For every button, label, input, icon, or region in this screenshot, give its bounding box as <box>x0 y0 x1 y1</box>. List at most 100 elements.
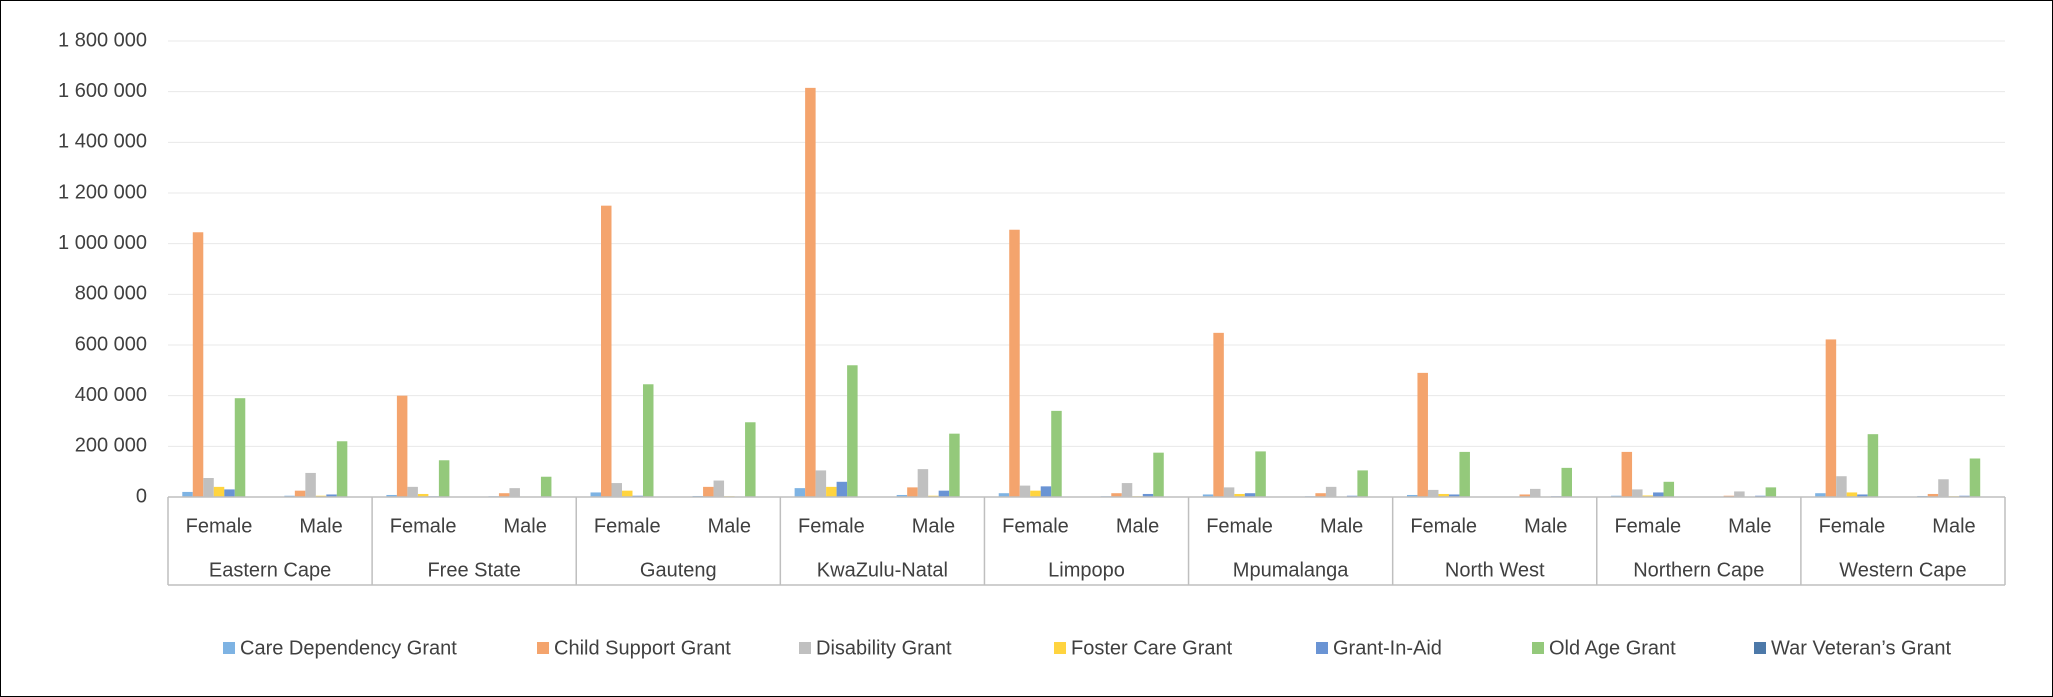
y-tick-label: 200 000 <box>75 435 147 457</box>
bar <box>1561 467 1572 497</box>
x-tick-label: Female <box>1002 515 1069 537</box>
x-tick-label: Female <box>798 515 865 537</box>
bar <box>1040 486 1052 497</box>
legend-swatch <box>799 642 811 654</box>
x-tick-label: Male <box>504 515 547 537</box>
x-tick-label: Male <box>1320 515 1363 537</box>
legend-swatch <box>1532 642 1544 654</box>
bar <box>805 87 816 497</box>
bar <box>224 489 235 497</box>
group-label: Mpumalanga <box>1233 559 1350 581</box>
legend-label: Care Dependency Grant <box>240 637 457 659</box>
bar <box>1846 492 1858 497</box>
x-tick-label: Female <box>1614 515 1681 537</box>
y-tick-label: 1 400 000 <box>58 131 147 153</box>
bar <box>417 493 429 497</box>
bar <box>1632 489 1643 497</box>
legend-label: Old Age Grant <box>1549 637 1676 659</box>
bar <box>1653 492 1664 497</box>
bar <box>1406 494 1418 497</box>
y-tick-label: 1 200 000 <box>58 181 147 203</box>
legend-label: Disability Grant <box>816 637 952 659</box>
bar <box>1867 434 1879 497</box>
x-tick-label: Male <box>1728 515 1771 537</box>
bar <box>305 472 316 497</box>
bar <box>1121 483 1133 497</box>
legend-label: Grant-In-Aid <box>1333 637 1442 659</box>
bar <box>192 232 204 497</box>
bar <box>1815 493 1826 497</box>
bar <box>386 494 397 497</box>
legend-swatch <box>1316 642 1328 654</box>
bar <box>1621 451 1633 497</box>
bar <box>438 460 450 497</box>
bar <box>1459 451 1470 497</box>
bar <box>949 433 960 497</box>
bar <box>1030 490 1041 497</box>
bar <box>815 470 827 497</box>
bar <box>1642 495 1654 497</box>
bar <box>590 492 602 497</box>
bar <box>1244 493 1256 497</box>
bar <box>326 494 337 497</box>
bar <box>1927 493 1939 497</box>
bar <box>1765 487 1777 497</box>
bar <box>1825 339 1837 497</box>
bar <box>1213 332 1224 497</box>
bar <box>1234 493 1245 497</box>
bar <box>907 487 918 497</box>
x-tick-label: Female <box>1206 515 1273 537</box>
bar <box>1836 476 1847 497</box>
y-tick-label: 1 000 000 <box>58 232 147 254</box>
bar <box>998 493 1010 497</box>
bar <box>1255 451 1266 497</box>
bar <box>836 481 848 497</box>
bar <box>601 205 612 497</box>
group-label: Free State <box>427 559 520 581</box>
legend-swatch <box>223 642 235 654</box>
group-label: KwaZulu-Natal <box>817 559 948 581</box>
bar <box>1325 486 1337 497</box>
bar <box>1519 494 1531 497</box>
x-tick-label: Male <box>299 515 342 537</box>
bar <box>1019 485 1031 497</box>
y-tick-label: 800 000 <box>75 283 147 305</box>
bar <box>213 486 225 497</box>
legend-label: War Veteran’s Grant <box>1771 637 1952 659</box>
group-label: Limpopo <box>1048 559 1125 581</box>
bar <box>917 469 929 497</box>
bar <box>203 478 214 497</box>
legend-swatch <box>1054 642 1066 654</box>
x-tick-label: Male <box>912 515 955 537</box>
bar <box>540 476 552 497</box>
bar <box>1969 458 1981 497</box>
bar <box>182 491 193 497</box>
x-tick-label: Male <box>1932 515 1975 537</box>
legend-label: Foster Care Grant <box>1071 637 1233 659</box>
x-tick-label: Female <box>186 515 253 537</box>
bar <box>407 486 418 497</box>
bar <box>509 488 520 497</box>
bar <box>1438 493 1449 497</box>
bar <box>396 395 408 497</box>
y-tick-label: 400 000 <box>75 384 147 406</box>
y-tick-label: 600 000 <box>75 333 147 355</box>
bar <box>294 490 306 497</box>
group-label: North West <box>1445 559 1545 581</box>
bar <box>713 480 725 497</box>
bar <box>1857 494 1868 497</box>
bar <box>1734 491 1745 497</box>
group-label: Eastern Cape <box>209 559 331 581</box>
bar <box>498 493 510 497</box>
legend-swatch <box>1754 642 1766 654</box>
bar <box>1663 481 1675 497</box>
bar <box>1111 493 1122 497</box>
x-tick-label: Male <box>708 515 751 537</box>
bar <box>703 486 714 497</box>
bar <box>622 490 633 497</box>
x-tick-label: Male <box>1524 515 1567 537</box>
x-tick-label: Male <box>1116 515 1159 537</box>
y-tick-label: 1 600 000 <box>58 80 147 102</box>
